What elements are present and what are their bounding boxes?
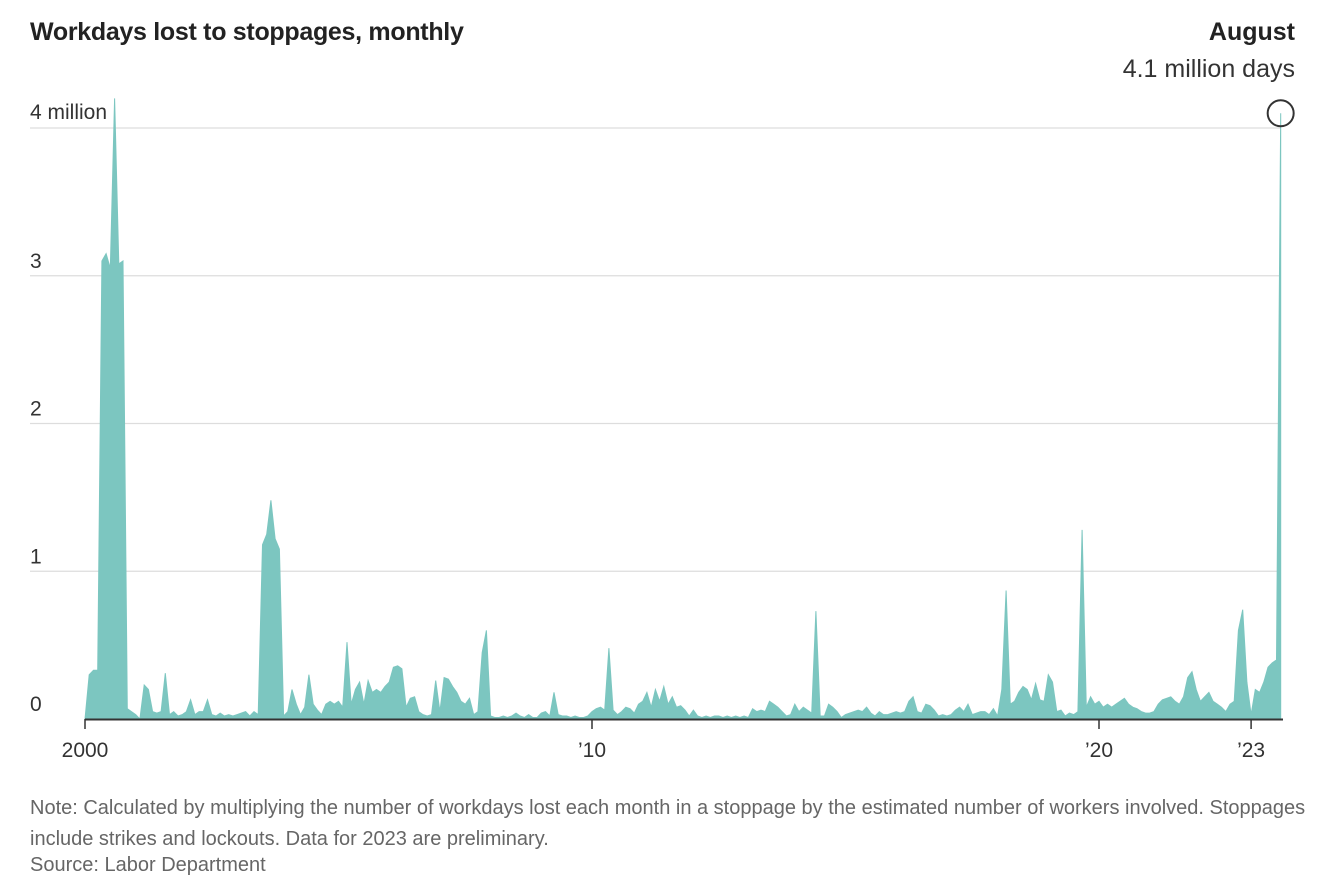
y-tick-label: 1 — [30, 545, 42, 568]
y-tick-label: 3 — [30, 250, 42, 273]
highlight-value-label: 4.1 million days — [1122, 55, 1295, 83]
chart-title: Workdays lost to stoppages, monthly — [30, 18, 464, 46]
y-axis-labels: 0 1 2 3 4 million — [30, 101, 107, 716]
x-tick-label: ’20 — [1085, 739, 1113, 762]
area-series-path — [84, 98, 1282, 721]
highlight-month-label: August — [1208, 18, 1295, 46]
highlight-circle — [1266, 99, 1295, 128]
chart-source: Source: Labor Department — [30, 854, 266, 876]
x-tick-label: ’10 — [578, 739, 606, 762]
area-series — [84, 98, 1282, 721]
x-axis: 2000 ’10 ’20 ’23 — [62, 718, 1283, 762]
y-tick-label: 4 million — [30, 101, 107, 124]
gridlines — [30, 127, 1281, 572]
x-tick-label: ’23 — [1237, 739, 1265, 762]
chart-note: Note: Calculated by multiplying the numb… — [30, 797, 1306, 850]
y-tick-label: 2 — [30, 398, 42, 421]
y-tick-label: 0 — [30, 693, 42, 716]
x-tick-label: 2000 — [62, 739, 109, 762]
highlight-marker — [1266, 99, 1295, 128]
